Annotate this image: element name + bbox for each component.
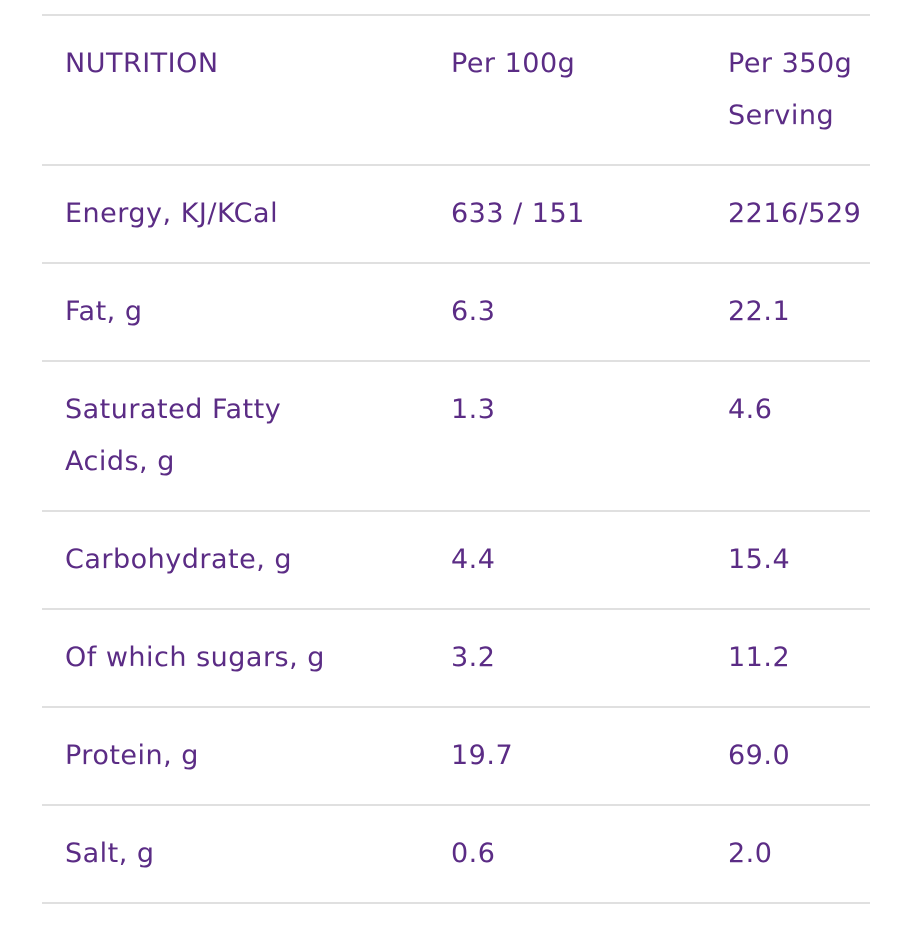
header-per-serving: Per 350g Serving bbox=[728, 48, 853, 131]
row-label: Fat, g bbox=[65, 296, 143, 327]
row-value-per-100g: 6.3 bbox=[451, 296, 496, 327]
row-value-per-100g: 3.2 bbox=[451, 642, 496, 673]
row-value-per-serving: 4.6 bbox=[728, 394, 773, 425]
row-value-per-100g: 19.7 bbox=[451, 740, 514, 771]
row-label: Energy, KJ/KCal bbox=[65, 198, 279, 229]
row-label: Carbohydrate, g bbox=[65, 544, 293, 575]
row-value-per-serving: 11.2 bbox=[728, 642, 791, 673]
table-row: Of which sugars, g 3.2 11.2 bbox=[42, 609, 870, 707]
row-value-per-100g: 0.6 bbox=[451, 838, 496, 869]
table-row: Energy, KJ/KCal 633 / 151 2216/529 bbox=[42, 165, 870, 263]
table-header-row: NUTRITION Per 100g Per 350g Serving bbox=[42, 15, 870, 165]
row-label: Salt, g bbox=[65, 838, 155, 869]
row-value-per-serving: 22.1 bbox=[728, 296, 791, 327]
row-label: Saturated Fatty Acids, g bbox=[65, 394, 282, 477]
table-row: Salt, g 0.6 2.0 bbox=[42, 805, 870, 903]
row-value-per-serving: 2.0 bbox=[728, 838, 773, 869]
header-nutrition: NUTRITION bbox=[65, 48, 219, 79]
table-row: Carbohydrate, g 4.4 15.4 bbox=[42, 511, 870, 609]
row-label: Protein, g bbox=[65, 740, 199, 771]
table-row: Fat, g 6.3 22.1 bbox=[42, 263, 870, 361]
nutrition-table: NUTRITION Per 100g Per 350g Serving Ener… bbox=[42, 14, 870, 904]
row-value-per-100g: 4.4 bbox=[451, 544, 496, 575]
row-value-per-100g: 633 / 151 bbox=[451, 198, 585, 229]
header-per-100g: Per 100g bbox=[451, 48, 576, 79]
row-value-per-100g: 1.3 bbox=[451, 394, 496, 425]
table-row: Protein, g 19.7 69.0 bbox=[42, 707, 870, 805]
row-value-per-serving: 15.4 bbox=[728, 544, 791, 575]
table-row: Saturated Fatty Acids, g 1.3 4.6 bbox=[42, 361, 870, 511]
row-value-per-serving: 69.0 bbox=[728, 740, 791, 771]
row-value-per-serving: 2216/529 bbox=[728, 198, 862, 229]
row-label: Of which sugars, g bbox=[65, 642, 325, 673]
